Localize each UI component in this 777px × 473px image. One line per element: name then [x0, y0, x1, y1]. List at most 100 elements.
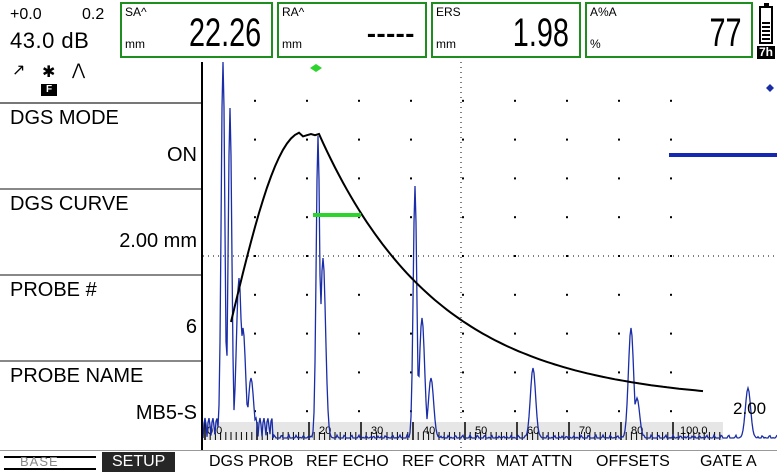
- reading-ra[interactable]: RA^ mm -----: [277, 2, 427, 58]
- grid-dot: [566, 410, 568, 413]
- gain-value: 43.0 dB: [10, 28, 90, 53]
- grid-dot: [306, 216, 308, 219]
- reading-value: -----: [367, 11, 415, 55]
- echo-trace: [202, 61, 777, 439]
- menu-offsets[interactable]: OFFSETS: [596, 453, 670, 470]
- grid-dot: [254, 216, 256, 219]
- reading-label: ERS: [436, 5, 461, 19]
- grid-dot: [514, 293, 516, 296]
- reading-a-percent[interactable]: A%A % 77: [585, 2, 753, 58]
- param-dgs-curve[interactable]: DGS CURVE 2.00 mm: [0, 190, 201, 276]
- param-probe-name[interactable]: PROBE NAME MB5-S: [0, 362, 201, 448]
- grid-dot: [306, 138, 308, 141]
- reading-unit: mm: [436, 37, 456, 51]
- scale-label: 70: [579, 425, 591, 437]
- grid-dot: [254, 332, 256, 335]
- grid-dot: [358, 410, 360, 413]
- reading-unit: %: [590, 37, 601, 51]
- grid-dot: [618, 371, 620, 374]
- grid-dot: [670, 138, 672, 141]
- rectify-icon: ↗: [12, 62, 26, 79]
- grid-dot: [358, 332, 360, 335]
- corner-label: 2.00: [733, 399, 766, 418]
- green-marker: [310, 64, 322, 72]
- reading-value: 22.26: [188, 11, 261, 55]
- grid-dot: [306, 177, 308, 180]
- menu-gate-a[interactable]: GATE A: [700, 453, 757, 470]
- grid-dot: [254, 177, 256, 180]
- scale-label: 30: [371, 425, 383, 437]
- grid-dot: [306, 293, 308, 296]
- measurement-bar: +0.0 0.2 43.0 dB SA^ mm 22.26 RA^ mm ---…: [0, 0, 777, 62]
- grid-dot: [670, 255, 672, 257]
- grid-dot: [670, 99, 672, 102]
- grid-dot: [670, 216, 672, 219]
- grid-dot: [462, 371, 464, 374]
- filter-badge: F: [41, 84, 57, 96]
- grid-dot: [566, 216, 568, 219]
- menu-group-base[interactable]: BASE: [4, 452, 96, 472]
- reading-ers[interactable]: ERS mm 1.98: [431, 2, 581, 58]
- gain-display[interactable]: +0.0 0.2 43.0 dB: [0, 0, 120, 62]
- menu-group-label: BASE: [20, 454, 59, 469]
- grid-dot: [670, 332, 672, 335]
- grid-dot: [306, 371, 308, 374]
- menu-mat-attn[interactable]: MAT ATTN: [496, 453, 573, 470]
- reading-unit: mm: [125, 37, 145, 51]
- gain-step-size: 0.2: [82, 6, 105, 23]
- param-name: DGS MODE: [10, 107, 119, 129]
- menu-ref-echo[interactable]: REF ECHO: [306, 453, 389, 470]
- menu-dgs-prob[interactable]: DGS PROB: [209, 453, 294, 470]
- grid-dot: [566, 99, 568, 102]
- grid-dot: [358, 216, 360, 219]
- grid-dot: [566, 138, 568, 141]
- grid-dot: [670, 371, 672, 374]
- grid-dot: [254, 255, 256, 257]
- grid-dot: [410, 177, 412, 180]
- grid-dot: [410, 371, 412, 374]
- grid-dot: [514, 177, 516, 180]
- grid-dot: [566, 371, 568, 374]
- grid-dot: [462, 177, 464, 180]
- grid-dot: [254, 138, 256, 141]
- scale-label: 60: [527, 425, 539, 437]
- grid-dot: [514, 138, 516, 141]
- grid-dot: [462, 332, 464, 335]
- param-dgs-mode[interactable]: DGS MODE ON: [0, 104, 201, 190]
- param-name: DGS CURVE: [10, 193, 129, 215]
- grid-dot: [410, 293, 412, 296]
- reading-label: RA^: [282, 5, 305, 19]
- grid-dot: [566, 255, 568, 257]
- param-name: PROBE NAME: [10, 365, 144, 387]
- param-value: MB5-S: [135, 402, 197, 424]
- dgs-curve: [230, 131, 704, 393]
- grid-dot: [514, 255, 516, 257]
- grid-dot: [462, 138, 464, 141]
- menu-setup[interactable]: SETUP: [102, 452, 176, 472]
- grid-dot: [618, 177, 620, 180]
- grid-dot: [358, 293, 360, 296]
- param-probe-number[interactable]: PROBE # 6: [0, 276, 201, 362]
- grid-dot: [358, 177, 360, 180]
- grid-dot: [566, 293, 568, 296]
- grid-dot: [618, 216, 620, 219]
- grid-dot: [410, 216, 412, 219]
- param-value: 2.00 mm: [119, 230, 197, 252]
- function-menu: BASE SETUP DGS PROB REF ECHO REF CORR MA…: [0, 450, 777, 473]
- scale-label: 50: [475, 425, 487, 437]
- grid-dot: [410, 332, 412, 335]
- a-scan-plot: 0.0 20 30 40 50 60 70 80 100.0 2.00: [202, 61, 777, 450]
- battery-time: 7h: [757, 45, 776, 59]
- grid-dot: [514, 216, 516, 219]
- reading-label: SA^: [125, 5, 147, 19]
- freeze-icon: ✱: [42, 64, 56, 81]
- grid-dot: [514, 332, 516, 335]
- reading-sa[interactable]: SA^ mm 22.26: [120, 2, 273, 58]
- scale-label: 80: [631, 425, 643, 437]
- menu-ref-corr[interactable]: REF CORR: [402, 453, 486, 470]
- parameter-panel: ↗ ✱ ⋀ F DGS MODE ON DGS CURVE 2.00 mm PR…: [0, 62, 203, 450]
- a-scan-display[interactable]: 0.0 20 30 40 50 60 70 80 100.0 2.00: [202, 61, 777, 450]
- grid-dot: [306, 255, 308, 257]
- grid-dot: [306, 99, 308, 102]
- grid-dot: [618, 410, 620, 413]
